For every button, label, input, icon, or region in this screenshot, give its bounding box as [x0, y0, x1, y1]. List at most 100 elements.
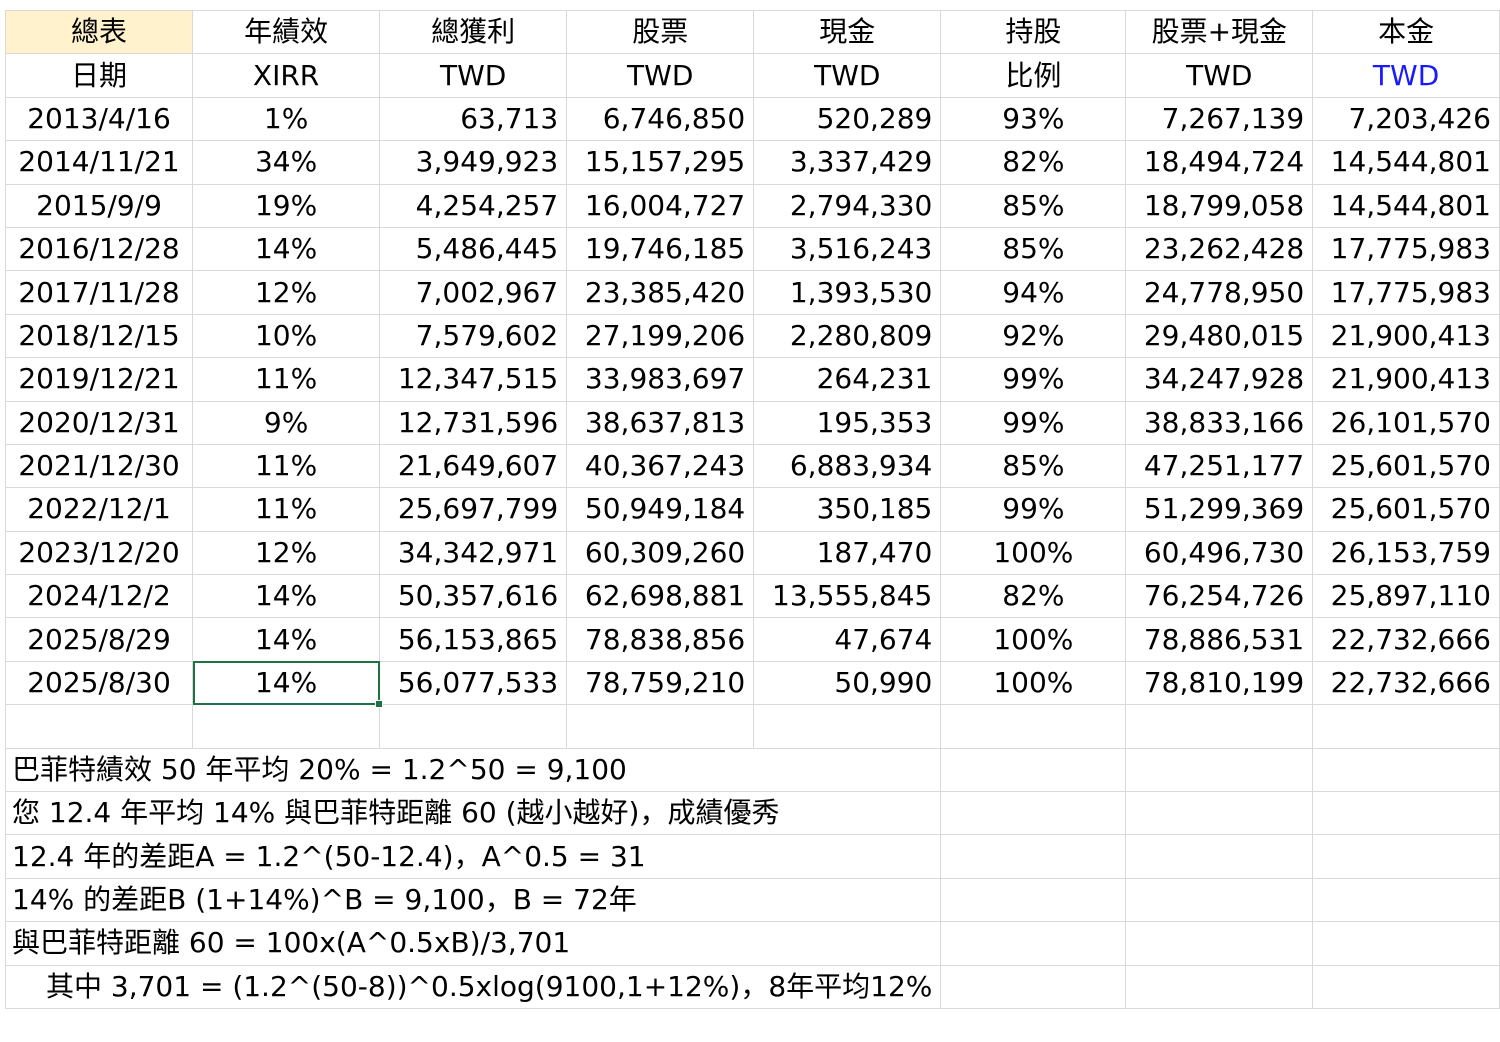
holding-ratio-cell[interactable]: 99%: [940, 357, 1127, 402]
holding-ratio-cell[interactable]: 82%: [940, 574, 1127, 619]
cash-cell[interactable]: 13,555,845: [753, 574, 942, 619]
note-text[interactable]: 12.4 年的差距A = 1.2^(50-12.4)，A^0.5 = 31: [4, 834, 942, 879]
note-text[interactable]: 巴菲特績效 50 年平均 20% = 1.2^50 = 9,100: [4, 747, 942, 793]
stocks-cell[interactable]: 60,309,260: [566, 530, 755, 576]
empty-cell[interactable]: [1125, 921, 1314, 966]
header-cell-stocks-plus-cash[interactable]: 股票+現金: [1125, 9, 1314, 55]
header-cell-twd[interactable]: TWD: [379, 53, 568, 98]
header-cell-stocks[interactable]: 股票: [566, 9, 755, 55]
empty-cell[interactable]: [940, 877, 1127, 923]
empty-cell[interactable]: [1312, 704, 1500, 749]
total-profit-cell[interactable]: 7,579,602: [379, 313, 568, 359]
note-text[interactable]: 與巴菲特距離 60 = 100x(A^0.5xB)/3,701: [4, 921, 942, 966]
header-cell-twd[interactable]: TWD: [753, 53, 942, 98]
stocks-cash-cell[interactable]: 29,480,015: [1125, 313, 1314, 359]
holding-ratio-cell[interactable]: 99%: [940, 487, 1127, 532]
empty-cell[interactable]: [1312, 834, 1500, 879]
xirr-cell[interactable]: 14%: [192, 574, 381, 619]
date-cell[interactable]: 2015/9/9: [4, 183, 194, 228]
total-profit-cell[interactable]: 63,713: [379, 96, 568, 142]
empty-cell[interactable]: [1125, 877, 1314, 923]
cash-cell[interactable]: 3,337,429: [753, 140, 942, 185]
empty-cell[interactable]: [940, 834, 1127, 879]
total-profit-cell[interactable]: 3,949,923: [379, 140, 568, 185]
total-profit-cell[interactable]: 56,153,865: [379, 617, 568, 662]
stocks-cash-cell[interactable]: 78,886,531: [1125, 617, 1314, 662]
stocks-cell[interactable]: 19,746,185: [566, 226, 755, 272]
stocks-cell[interactable]: 27,199,206: [566, 313, 755, 359]
empty-cell[interactable]: [1125, 747, 1314, 793]
stocks-cell[interactable]: 78,838,856: [566, 617, 755, 662]
xirr-cell[interactable]: 14%: [192, 660, 384, 710]
principal-cell[interactable]: 14,544,801: [1312, 140, 1500, 185]
stocks-cash-cell[interactable]: 23,262,428: [1125, 226, 1314, 272]
holding-ratio-cell[interactable]: 85%: [940, 183, 1127, 228]
empty-cell[interactable]: [1125, 964, 1314, 1009]
stocks-cash-cell[interactable]: 7,267,139: [1125, 96, 1314, 142]
date-cell[interactable]: 2025/8/29: [4, 617, 194, 662]
total-profit-cell[interactable]: 56,077,533: [379, 660, 568, 706]
header-cell-principal[interactable]: 本金: [1312, 9, 1500, 55]
header-cell-twd[interactable]: TWD: [566, 53, 755, 98]
empty-cell[interactable]: [1312, 921, 1500, 966]
stocks-cash-cell[interactable]: 18,799,058: [1125, 183, 1314, 228]
total-profit-cell[interactable]: 50,357,616: [379, 574, 568, 619]
stocks-cash-cell[interactable]: 38,833,166: [1125, 400, 1314, 445]
principal-cell[interactable]: 22,732,666: [1312, 617, 1500, 662]
stocks-cell[interactable]: 40,367,243: [566, 443, 755, 489]
cash-cell[interactable]: 2,794,330: [753, 183, 942, 228]
date-cell[interactable]: 2025/8/30: [4, 660, 194, 706]
header-cell-ratio[interactable]: 比例: [940, 53, 1127, 98]
xirr-cell[interactable]: 1%: [192, 96, 381, 142]
date-cell[interactable]: 2018/12/15: [4, 313, 194, 359]
date-cell[interactable]: 2023/12/20: [4, 530, 194, 576]
note-text[interactable]: 您 12.4 年平均 14% 與巴菲特距離 60 (越小越好)，成績優秀: [4, 791, 942, 836]
principal-cell[interactable]: 26,153,759: [1312, 530, 1500, 576]
empty-cell[interactable]: [940, 747, 1127, 793]
total-profit-cell[interactable]: 34,342,971: [379, 530, 568, 576]
xirr-cell[interactable]: 12%: [192, 530, 381, 576]
cash-cell[interactable]: 264,231: [753, 357, 942, 402]
xirr-cell[interactable]: 11%: [192, 357, 381, 402]
stocks-cell[interactable]: 23,385,420: [566, 270, 755, 315]
principal-cell[interactable]: 21,900,413: [1312, 357, 1500, 402]
empty-cell[interactable]: [379, 704, 568, 749]
stocks-cash-cell[interactable]: 60,496,730: [1125, 530, 1314, 576]
holding-ratio-cell[interactable]: 100%: [940, 530, 1127, 576]
empty-cell[interactable]: [940, 921, 1127, 966]
total-profit-cell[interactable]: 12,731,596: [379, 400, 568, 445]
holding-ratio-cell[interactable]: 93%: [940, 96, 1127, 142]
header-cell-xirr[interactable]: XIRR: [192, 53, 381, 98]
principal-cell[interactable]: 22,732,666: [1312, 660, 1500, 706]
stocks-cell[interactable]: 6,746,850: [566, 96, 755, 142]
holding-ratio-cell[interactable]: 92%: [940, 313, 1127, 359]
stocks-cash-cell[interactable]: 51,299,369: [1125, 487, 1314, 532]
header-cell-holding[interactable]: 持股: [940, 9, 1127, 55]
stocks-cash-cell[interactable]: 76,254,726: [1125, 574, 1314, 619]
stocks-cash-cell[interactable]: 78,810,199: [1125, 660, 1314, 706]
stocks-cash-cell[interactable]: 24,778,950: [1125, 270, 1314, 315]
holding-ratio-cell[interactable]: 85%: [940, 443, 1127, 489]
header-cell-date[interactable]: 日期: [4, 53, 194, 98]
holding-ratio-cell[interactable]: 82%: [940, 140, 1127, 185]
total-profit-cell[interactable]: 5,486,445: [379, 226, 568, 272]
empty-cell[interactable]: [566, 704, 755, 749]
empty-cell[interactable]: [1312, 747, 1500, 793]
empty-cell[interactable]: [1125, 704, 1314, 749]
xirr-cell[interactable]: 34%: [192, 140, 381, 185]
principal-cell[interactable]: 17,775,983: [1312, 226, 1500, 272]
date-cell[interactable]: 2024/12/2: [4, 574, 194, 619]
stocks-cell[interactable]: 33,983,697: [566, 357, 755, 402]
date-cell[interactable]: 2017/11/28: [4, 270, 194, 315]
principal-cell[interactable]: 7,203,426: [1312, 96, 1500, 142]
xirr-cell[interactable]: 19%: [192, 183, 381, 228]
holding-ratio-cell[interactable]: 100%: [940, 617, 1127, 662]
date-cell[interactable]: 2021/12/30: [4, 443, 194, 489]
holding-ratio-cell[interactable]: 99%: [940, 400, 1127, 445]
header-cell-twd[interactable]: TWD: [1312, 53, 1500, 98]
header-cell-cash[interactable]: 現金: [753, 9, 942, 55]
stocks-cell[interactable]: 16,004,727: [566, 183, 755, 228]
xirr-cell[interactable]: 10%: [192, 313, 381, 359]
cash-cell[interactable]: 520,289: [753, 96, 942, 142]
cash-cell[interactable]: 6,883,934: [753, 443, 942, 489]
